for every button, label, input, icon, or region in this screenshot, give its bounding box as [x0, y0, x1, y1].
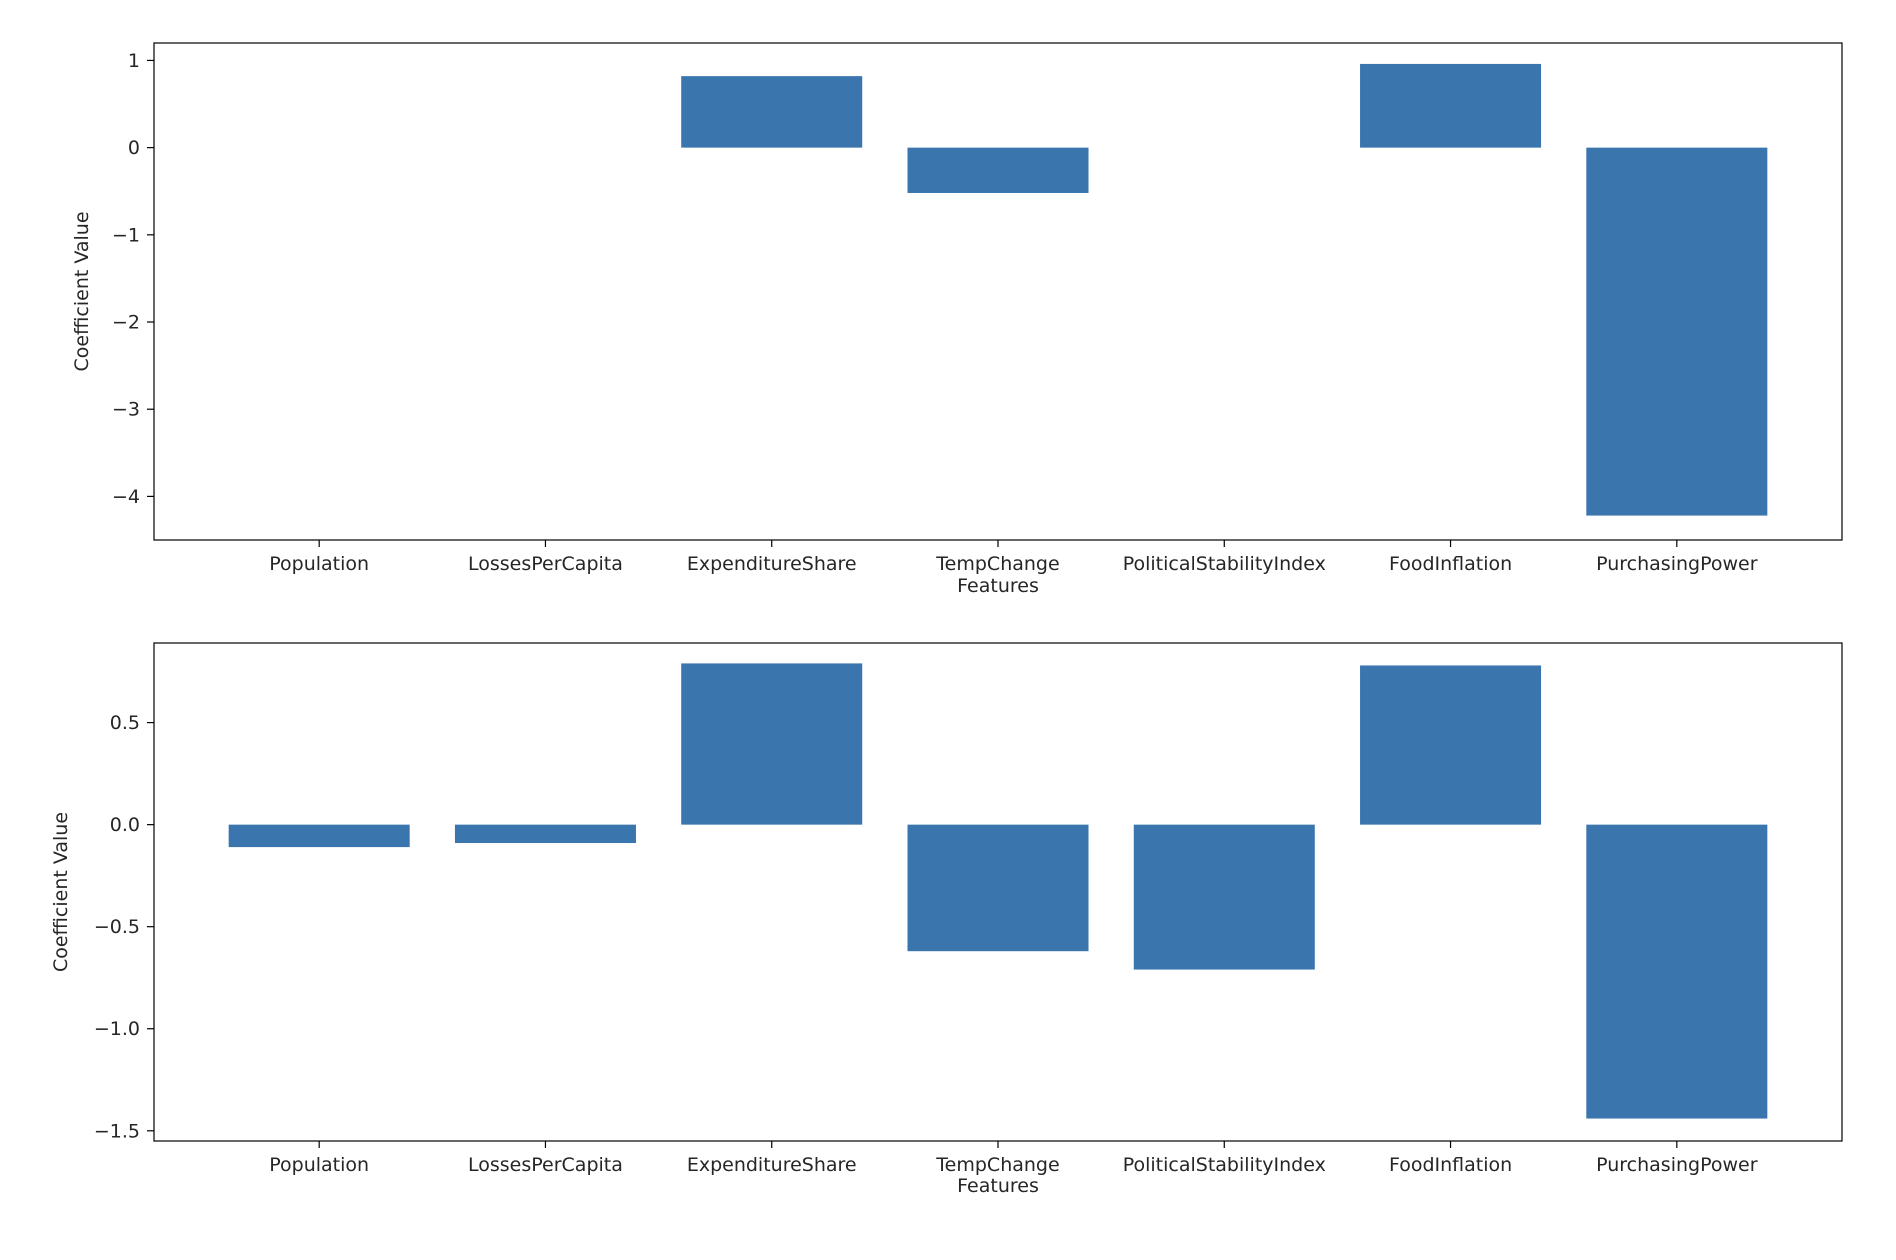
x-tick-label: TempChange	[935, 553, 1059, 575]
bar-PurchasingPower	[1586, 824, 1768, 1119]
y-tick-label: 0	[128, 137, 140, 159]
x-axis-label: Features	[957, 575, 1039, 597]
bar-TempChange	[907, 147, 1089, 193]
bar-ExpenditureShare	[681, 76, 863, 148]
y-tick-label: −3	[112, 399, 140, 421]
x-tick-label: FoodInflation	[1389, 1154, 1512, 1176]
y-tick-label: −1.0	[94, 1018, 140, 1040]
chart-panel-top: Population LossesPerCapita ExpenditureShar…	[71, 42, 1843, 597]
x-tick-label: PoliticalStabilityIndex	[1123, 1154, 1326, 1176]
chart-panel-bottom: Population LossesPerCapita ExpenditureShar…	[50, 642, 1843, 1197]
y-tick-label: −4	[112, 486, 140, 508]
x-tick-label: PurchasingPower	[1596, 553, 1758, 575]
y-axis-label: Coefficient Value	[50, 812, 72, 972]
bar-Population	[228, 824, 410, 848]
y-tick-label: −1	[112, 224, 140, 246]
y-tick-label: 0.5	[110, 712, 140, 734]
x-tick-label: Population	[269, 1154, 369, 1176]
x-tick-label: ExpenditureShare	[687, 553, 857, 575]
x-tick-label: LossesPerCapita	[468, 553, 623, 575]
y-tick-label: −0.5	[94, 916, 140, 938]
y-tick-label: −2	[112, 312, 140, 334]
bar-PoliticalStabilityIndex	[1133, 824, 1315, 970]
bar-TempChange	[907, 824, 1089, 952]
x-axis-label: Features	[957, 1175, 1039, 1197]
bar-ExpenditureShare	[681, 663, 863, 825]
y-axis-label: Coefficient Value	[71, 211, 93, 371]
bar-LossesPerCapita	[454, 824, 636, 844]
bar-PurchasingPower	[1586, 147, 1768, 516]
x-tick-label: LossesPerCapita	[468, 1154, 623, 1176]
x-tick-label: FoodInflation	[1389, 553, 1512, 575]
x-tick-label: ExpenditureShare	[687, 1154, 857, 1176]
x-tick-label: TempChange	[935, 1154, 1059, 1176]
y-tick-label: 1	[128, 50, 140, 72]
x-tick-label: PoliticalStabilityIndex	[1123, 553, 1326, 575]
x-tick-label: PurchasingPower	[1596, 1154, 1758, 1176]
x-tick-label: Population	[269, 553, 369, 575]
y-tick-label: 0.0	[110, 814, 140, 836]
bar-FoodInflation	[1360, 665, 1542, 825]
y-tick-label: −1.5	[94, 1120, 140, 1142]
bar-FoodInflation	[1360, 63, 1542, 148]
